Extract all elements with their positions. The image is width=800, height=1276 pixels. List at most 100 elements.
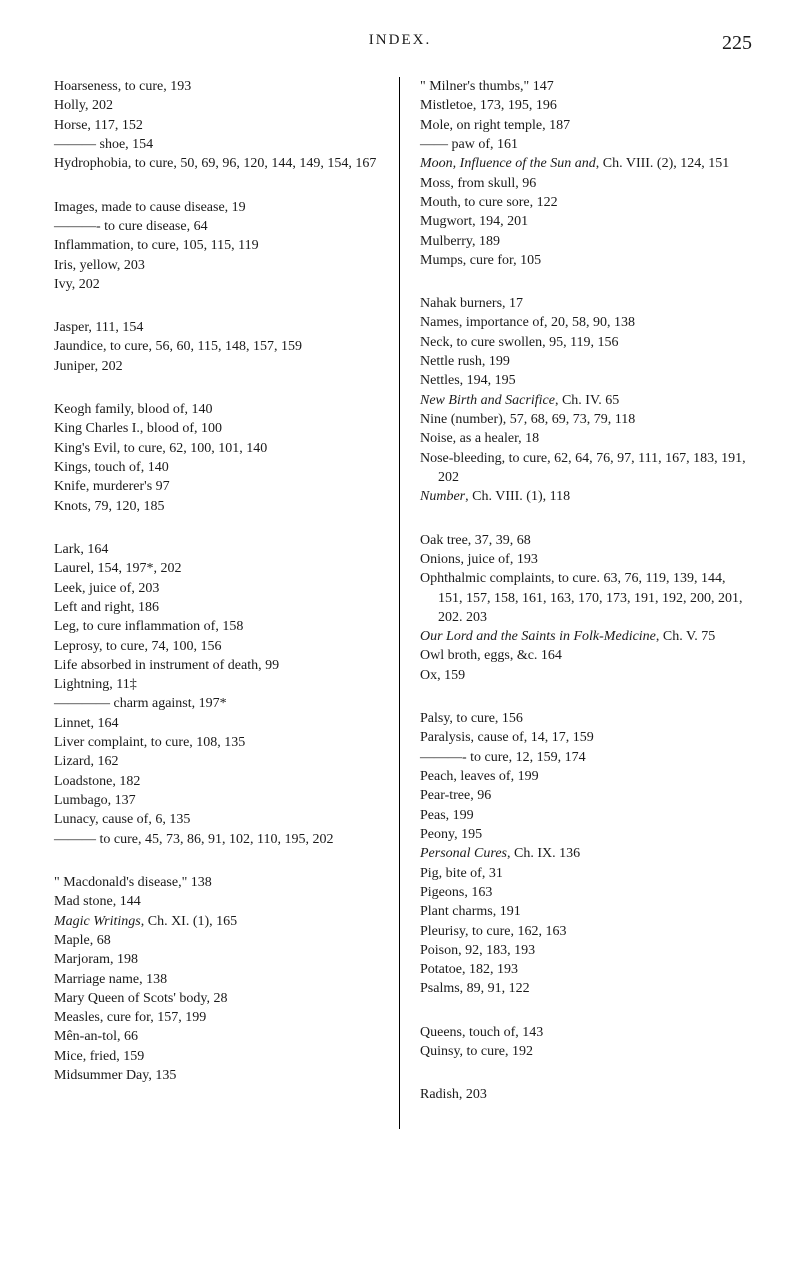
block-M-left: " Macdonald's disease," 138Mad stone, 14… [54, 873, 385, 1085]
index-entry: Ivy, 202 [54, 275, 385, 294]
index-entry: Owl broth, eggs, &c. 164 [420, 646, 752, 665]
index-entry: Loadstone, 182 [54, 772, 385, 791]
index-entry: Left and right, 186 [54, 598, 385, 617]
index-entry: Mulberry, 189 [420, 232, 752, 251]
index-entry: Mistletoe, 173, 195, 196 [420, 96, 752, 115]
index-entry: Nahak burners, 17 [420, 294, 752, 313]
index-entry: Radish, 203 [420, 1085, 752, 1104]
index-entry: Mumps, cure for, 105 [420, 251, 752, 270]
index-entry: Poison, 92, 183, 193 [420, 941, 752, 960]
index-entry: New Birth and Sacrifice, Ch. IV. 65 [420, 391, 752, 410]
index-entry: " Milner's thumbs," 147 [420, 77, 752, 96]
index-entry: Noise, as a healer, 18 [420, 429, 752, 448]
index-entry: Onions, juice of, 193 [420, 550, 752, 569]
left-column: Hoarseness, to cure, 193Holly, 202Horse,… [48, 77, 400, 1129]
block-I: Images, made to cause disease, 19———- to… [54, 198, 385, 295]
index-entry: Holly, 202 [54, 96, 385, 115]
index-entry: Jasper, 111, 154 [54, 318, 385, 337]
index-entry: Mouth, to cure sore, 122 [420, 193, 752, 212]
block-J: Jasper, 111, 154Jaundice, to cure, 56, 6… [54, 318, 385, 376]
index-entry: Neck, to cure swollen, 95, 119, 156 [420, 333, 752, 352]
index-entry: Lumbago, 137 [54, 791, 385, 810]
index-entry: Keogh family, blood of, 140 [54, 400, 385, 419]
index-entry: King Charles I., blood of, 100 [54, 419, 385, 438]
index-entry: Inflammation, to cure, 105, 115, 119 [54, 236, 385, 255]
index-entry: Mole, on right temple, 187 [420, 116, 752, 135]
index-entry: King's Evil, to cure, 62, 100, 101, 140 [54, 439, 385, 458]
index-entry: Lark, 164 [54, 540, 385, 559]
index-entry: Pigeons, 163 [420, 883, 752, 902]
index-entry: Quinsy, to cure, 192 [420, 1042, 752, 1061]
index-entry: Laurel, 154, 197*, 202 [54, 559, 385, 578]
block-P: Palsy, to cure, 156Paralysis, cause of, … [420, 709, 752, 999]
block-N: Nahak burners, 17Names, importance of, 2… [420, 294, 752, 506]
index-entry: Our Lord and the Saints in Folk-Medicine… [420, 627, 752, 646]
index-entry: Oak tree, 37, 39, 68 [420, 531, 752, 550]
index-entry: Lightning, 11‡ [54, 675, 385, 694]
index-entry: Queens, touch of, 143 [420, 1023, 752, 1042]
index-entry: Paralysis, cause of, 14, 17, 159 [420, 728, 752, 747]
index-entry: Horse, 117, 152 [54, 116, 385, 135]
index-entry: Psalms, 89, 91, 122 [420, 979, 752, 998]
index-entry: Personal Cures, Ch. IX. 136 [420, 844, 752, 863]
index-entry: Leg, to cure inflammation of, 158 [54, 617, 385, 636]
index-entry: Knife, murderer's 97 [54, 477, 385, 496]
index-entry: Liver complaint, to cure, 108, 135 [54, 733, 385, 752]
index-entry: Juniper, 202 [54, 357, 385, 376]
index-entry: Maple, 68 [54, 931, 385, 950]
index-entry: Marjoram, 198 [54, 950, 385, 969]
index-entry: Lizard, 162 [54, 752, 385, 771]
index-entry: " Macdonald's disease," 138 [54, 873, 385, 892]
index-entry: Peony, 195 [420, 825, 752, 844]
index-entry: ———— charm against, 197* [54, 694, 385, 713]
index-entry: Potatoe, 182, 193 [420, 960, 752, 979]
index-entry: Mugwort, 194, 201 [420, 212, 752, 231]
page-header: INDEX. 225 [48, 32, 752, 49]
index-entry: Ophthalmic complaints, to cure. 63, 76, … [420, 569, 752, 627]
index-entry: Midsummer Day, 135 [54, 1066, 385, 1085]
index-entry: Knots, 79, 120, 185 [54, 497, 385, 516]
index-entry: ———- to cure disease, 64 [54, 217, 385, 236]
block-Q: Queens, touch of, 143Quinsy, to cure, 19… [420, 1023, 752, 1062]
index-entry: Measles, cure for, 157, 199 [54, 1008, 385, 1027]
index-entry: Nettles, 194, 195 [420, 371, 752, 390]
index-entry: Mary Queen of Scots' body, 28 [54, 989, 385, 1008]
index-entry: Names, importance of, 20, 58, 90, 138 [420, 313, 752, 332]
page-number: 225 [722, 32, 752, 55]
index-entry: Plant charms, 191 [420, 902, 752, 921]
index-entry: Mad stone, 144 [54, 892, 385, 911]
index-entry: Pear-tree, 96 [420, 786, 752, 805]
index-entry: Hydrophobia, to cure, 50, 69, 96, 120, 1… [54, 154, 385, 173]
block-M-right: " Milner's thumbs," 147Mistletoe, 173, 1… [420, 77, 752, 270]
index-entry: Peach, leaves of, 199 [420, 767, 752, 786]
index-columns: Hoarseness, to cure, 193Holly, 202Horse,… [48, 77, 752, 1129]
index-entry: Ox, 159 [420, 666, 752, 685]
index-entry: Kings, touch of, 140 [54, 458, 385, 477]
block-R: Radish, 203 [420, 1085, 752, 1104]
index-entry: Pleurisy, to cure, 162, 163 [420, 922, 752, 941]
block-L: Lark, 164Laurel, 154, 197*, 202Leek, jui… [54, 540, 385, 849]
index-entry: Number, Ch. VIII. (1), 118 [420, 487, 752, 506]
index-entry: Leprosy, to cure, 74, 100, 156 [54, 637, 385, 656]
index-entry: Magic Writings, Ch. XI. (1), 165 [54, 912, 385, 931]
index-entry: Nose-bleeding, to cure, 62, 64, 76, 97, … [420, 449, 752, 488]
block-O: Oak tree, 37, 39, 68Onions, juice of, 19… [420, 531, 752, 686]
index-entry: Hoarseness, to cure, 193 [54, 77, 385, 96]
index-entry: Marriage name, 138 [54, 970, 385, 989]
index-entry: Linnet, 164 [54, 714, 385, 733]
index-entry: Peas, 199 [420, 806, 752, 825]
index-entry: Mên-an-tol, 66 [54, 1027, 385, 1046]
index-entry: Pig, bite of, 31 [420, 864, 752, 883]
block-H: Hoarseness, to cure, 193Holly, 202Horse,… [54, 77, 385, 174]
index-entry: —— paw of, 161 [420, 135, 752, 154]
index-entry: Mice, fried, 159 [54, 1047, 385, 1066]
index-entry: Lunacy, cause of, 6, 135 [54, 810, 385, 829]
right-column: " Milner's thumbs," 147Mistletoe, 173, 1… [400, 77, 752, 1129]
index-entry: Moon, Influence of the Sun and, Ch. VIII… [420, 154, 752, 173]
index-entry: Palsy, to cure, 156 [420, 709, 752, 728]
index-entry: Life absorbed in instrument of death, 99 [54, 656, 385, 675]
index-entry: Nettle rush, 199 [420, 352, 752, 371]
index-entry: Images, made to cause disease, 19 [54, 198, 385, 217]
index-entry: Nine (number), 57, 68, 69, 73, 79, 118 [420, 410, 752, 429]
block-K: Keogh family, blood of, 140King Charles … [54, 400, 385, 516]
